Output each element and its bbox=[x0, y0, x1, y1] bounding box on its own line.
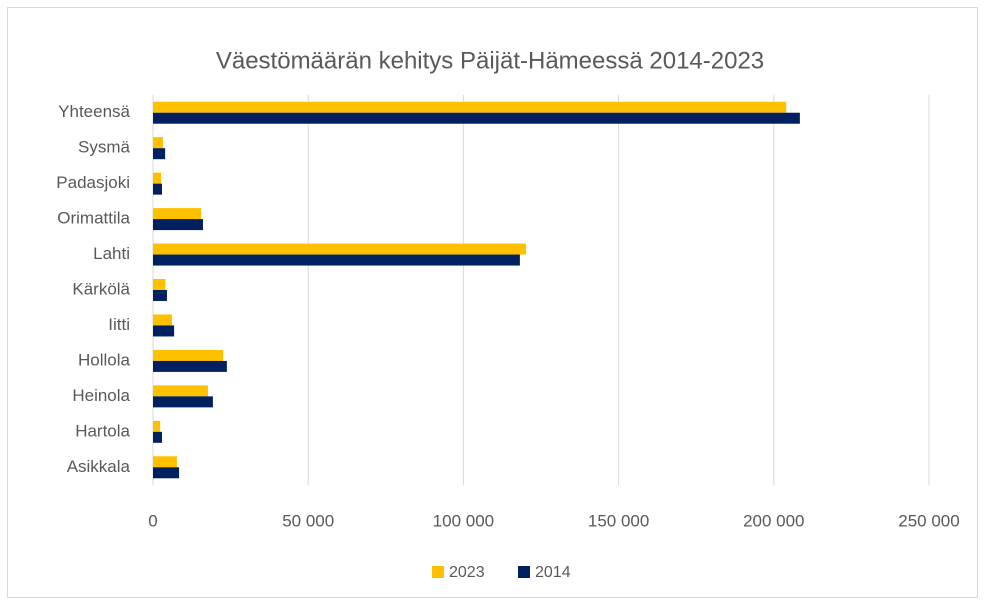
bar bbox=[153, 396, 213, 408]
bar bbox=[153, 243, 527, 255]
bar bbox=[153, 467, 180, 479]
legend-label: 2014 bbox=[535, 564, 571, 581]
legend-swatch bbox=[518, 566, 530, 578]
bar bbox=[153, 360, 227, 372]
bar bbox=[153, 431, 163, 443]
bar bbox=[153, 349, 224, 361]
x-tick-label: 250 000 bbox=[898, 511, 959, 530]
legend-label: 2023 bbox=[449, 564, 485, 581]
bar bbox=[153, 290, 167, 301]
y-tick-label: Asikkala bbox=[67, 457, 131, 476]
x-tick-label: 200 000 bbox=[743, 511, 804, 530]
bar bbox=[153, 279, 166, 290]
bar bbox=[153, 456, 177, 468]
y-tick-label: Kärkölä bbox=[72, 279, 130, 298]
bar bbox=[153, 101, 787, 113]
x-tick-label: 50 000 bbox=[282, 511, 334, 530]
bar bbox=[153, 137, 163, 149]
chart-title: Väestömäärän kehitys Päijät-Hämeessä 201… bbox=[216, 47, 764, 74]
bar bbox=[153, 112, 800, 124]
y-tick-label: Yhteensä bbox=[58, 102, 130, 121]
bar bbox=[153, 314, 172, 326]
y-tick-label: Lahti bbox=[93, 244, 130, 263]
y-tick-label: Hartola bbox=[75, 421, 130, 440]
x-tick-label: 100 000 bbox=[433, 511, 494, 530]
y-tick-label: Padasjoki bbox=[56, 173, 130, 192]
bar bbox=[153, 219, 203, 231]
bar bbox=[153, 254, 520, 266]
bar bbox=[153, 208, 202, 220]
bar bbox=[153, 420, 161, 432]
y-tick-label: Iitti bbox=[108, 315, 130, 334]
y-tick-label: Heinola bbox=[72, 386, 130, 405]
x-tick-label: 0 bbox=[148, 511, 157, 530]
y-tick-label: Orimattila bbox=[57, 209, 130, 228]
y-tick-label: Sysmä bbox=[78, 138, 131, 157]
x-tick-label: 150 000 bbox=[588, 511, 649, 530]
bar bbox=[153, 172, 162, 184]
bar bbox=[153, 385, 208, 397]
bar bbox=[153, 325, 175, 337]
bar bbox=[153, 183, 163, 195]
bar bbox=[153, 148, 166, 160]
legend-swatch bbox=[432, 566, 444, 578]
y-tick-label: Hollola bbox=[78, 350, 131, 369]
